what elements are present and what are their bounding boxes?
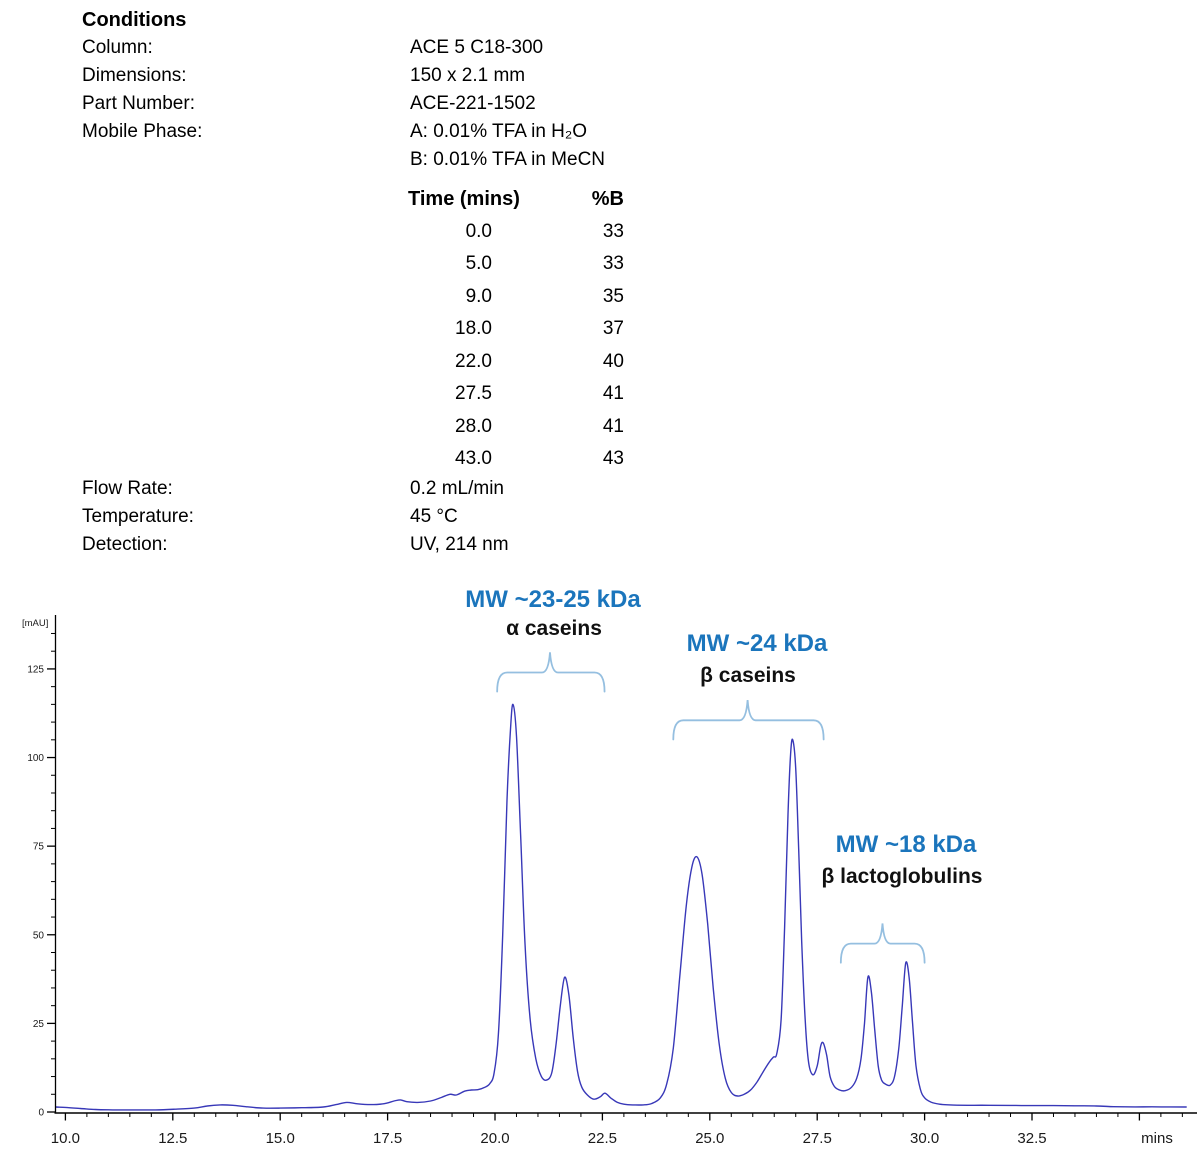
svg-text:20.0: 20.0 bbox=[480, 1130, 509, 1147]
svg-text:100: 100 bbox=[27, 753, 44, 764]
condition-row-dimensions: Dimensions: 150 x 2.1 mm bbox=[82, 65, 525, 87]
protein-label-alpha-caseins: α caseins bbox=[506, 617, 602, 640]
svg-text:17.5: 17.5 bbox=[373, 1130, 402, 1147]
svg-text:22.5: 22.5 bbox=[588, 1130, 617, 1147]
condition-row-flow-rate: Flow Rate: 0.2 mL/min bbox=[82, 478, 504, 500]
gradient-percent-b: 40 bbox=[602, 351, 624, 372]
gradient-percent-b: 43 bbox=[602, 448, 624, 469]
x-axis-unit-label: mins bbox=[1141, 1130, 1173, 1147]
gradient-percent-b: 41 bbox=[602, 416, 624, 437]
condition-label: Temperature: bbox=[82, 506, 194, 527]
svg-text:10.0: 10.0 bbox=[51, 1130, 80, 1147]
gradient-percent-b: 37 bbox=[602, 318, 624, 339]
svg-text:27.5: 27.5 bbox=[803, 1130, 832, 1147]
chromatogram-plot: 10.0 12.5 15.0 17.5 20.0 22.5 25.0 27.5 30.0 32.5… bbox=[22, 615, 1197, 1147]
group-brace-2 bbox=[839, 923, 926, 964]
condition-value: 150 x 2.1 mm bbox=[410, 65, 526, 86]
svg-text:12.5: 12.5 bbox=[158, 1130, 187, 1147]
condition-label: Column: bbox=[82, 37, 153, 58]
condition-row-mobile-phase-b: B: 0.01% TFA in MeCN bbox=[82, 149, 605, 171]
condition-label: Dimensions: bbox=[82, 65, 187, 86]
svg-text:75: 75 bbox=[33, 842, 45, 853]
gradient-time: 0.0 bbox=[465, 221, 492, 242]
gradient-time: 5.0 bbox=[465, 253, 492, 274]
svg-text:25: 25 bbox=[33, 1019, 45, 1030]
gradient-percent-b: 33 bbox=[602, 253, 624, 274]
gradient-time: 22.0 bbox=[455, 351, 492, 372]
condition-value: A: 0.01% TFA in H₂O bbox=[410, 121, 588, 142]
condition-row-part-number: Part Number: ACE-221-1502 bbox=[82, 93, 536, 115]
mw-annotation-beta-lactoglobulins: MW ~18 kDa bbox=[835, 831, 977, 858]
conditions-title: Conditions bbox=[82, 9, 187, 31]
gradient-time: 43.0 bbox=[455, 448, 492, 469]
svg-text:50: 50 bbox=[33, 930, 45, 941]
mw-annotation-beta-caseins: MW ~24 kDa bbox=[686, 630, 828, 657]
protein-label-beta-lactoglobulins: β lactoglobulins bbox=[821, 865, 983, 888]
gradient-table-header-time: Time (mins) bbox=[408, 188, 520, 210]
condition-label: Flow Rate: bbox=[82, 478, 173, 499]
y-axis-unit-label: [mAU] bbox=[22, 618, 48, 629]
gradient-time: 28.0 bbox=[455, 416, 492, 437]
svg-text:125: 125 bbox=[27, 664, 44, 675]
gradient-table-header-percent-b: %B bbox=[591, 188, 624, 210]
condition-value: ACE 5 C18-300 bbox=[410, 37, 544, 58]
svg-text:25.0: 25.0 bbox=[695, 1130, 724, 1147]
condition-label: Mobile Phase: bbox=[82, 121, 203, 142]
gradient-percent-b: 35 bbox=[602, 286, 624, 307]
uv-trace bbox=[55, 703, 1187, 1111]
gradient-time: 9.0 bbox=[465, 286, 492, 307]
condition-row-column: Column: ACE 5 C18-300 bbox=[82, 37, 543, 59]
condition-value: 0.2 mL/min bbox=[410, 478, 504, 499]
protein-label-beta-caseins: β caseins bbox=[700, 664, 796, 687]
svg-text:15.0: 15.0 bbox=[266, 1130, 295, 1147]
condition-row-detection: Detection: UV, 214 nm bbox=[82, 534, 509, 556]
svg-text:30.0: 30.0 bbox=[910, 1130, 939, 1147]
gradient-percent-b: 41 bbox=[602, 383, 624, 404]
condition-value: UV, 214 nm bbox=[410, 534, 509, 555]
mw-annotation-alpha-caseins: MW ~23-25 kDa bbox=[465, 586, 641, 613]
svg-text:32.5: 32.5 bbox=[1017, 1130, 1046, 1147]
condition-row-temperature: Temperature: 45 °C bbox=[82, 506, 458, 528]
condition-row-mobile-phase-a: Mobile Phase: A: 0.01% TFA in H₂O bbox=[82, 121, 587, 143]
condition-label: Detection: bbox=[82, 534, 168, 555]
group-brace-1 bbox=[672, 700, 825, 741]
condition-value: ACE-221-1502 bbox=[410, 93, 536, 114]
gradient-time: 27.5 bbox=[455, 383, 492, 404]
svg-text:0: 0 bbox=[38, 1108, 44, 1119]
condition-value: 45 °C bbox=[410, 506, 458, 527]
gradient-time: 18.0 bbox=[455, 318, 492, 339]
group-brace-0 bbox=[496, 652, 606, 693]
condition-value: B: 0.01% TFA in MeCN bbox=[410, 149, 606, 170]
condition-label: Part Number: bbox=[82, 93, 195, 114]
gradient-percent-b: 33 bbox=[602, 221, 624, 242]
